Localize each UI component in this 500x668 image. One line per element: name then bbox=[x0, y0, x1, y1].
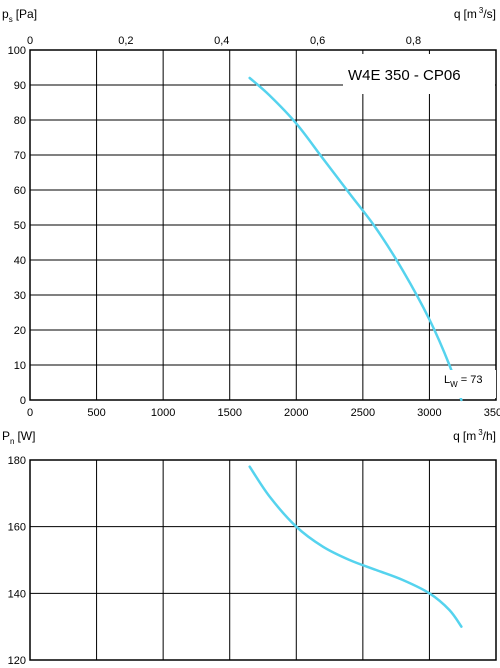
power-y-tick-label: 180 bbox=[8, 455, 26, 467]
power-y-tick-labels: 120 140 160 180 bbox=[8, 455, 26, 667]
pressure-y-tick-label: 80 bbox=[14, 115, 26, 127]
pressure-y-tick-label: 90 bbox=[14, 80, 26, 92]
power-y-unit: [W] bbox=[17, 429, 35, 443]
pressure-grid bbox=[29, 49, 497, 401]
flow-m3s-tick-label: 0 bbox=[27, 35, 33, 47]
power-plot-frame bbox=[29, 459, 497, 661]
power-y-subscript: n bbox=[10, 437, 14, 446]
flow-m3h-tick-label: 3000 bbox=[417, 407, 441, 419]
flow-m3s-tick-label: 0,4 bbox=[214, 35, 229, 47]
flow-m3s-tick-label: 0,6 bbox=[310, 35, 325, 47]
flow-m3h-tick-label: 0 bbox=[27, 407, 33, 419]
pressure-y-tick-label: 60 bbox=[14, 185, 26, 197]
flow-m3s-unit-sup: 3 bbox=[479, 6, 484, 15]
flow-m3s-axis-title: q [m 3/s] bbox=[454, 6, 496, 21]
pressure-plot-frame bbox=[29, 49, 497, 401]
flow-m3h-unit: [m bbox=[463, 429, 476, 443]
pressure-y-tick-labels: 0 10 20 30 40 50 60 70 80 90 100 bbox=[8, 45, 26, 407]
flow-m3h-unit-end: /h] bbox=[483, 429, 496, 443]
flow-m3s-symbol: q bbox=[454, 7, 461, 21]
flow-m3h-tick-label: 1000 bbox=[151, 407, 175, 419]
flow-m3h-tick-label: 500 bbox=[87, 407, 105, 419]
model-label: W4E 350 - CP06 bbox=[348, 67, 461, 84]
power-series-line bbox=[248, 465, 463, 628]
power-y-axis-title: Pn [W] bbox=[2, 429, 35, 446]
pressure-y-tick-label: 100 bbox=[8, 45, 26, 57]
sound-level-value: = 73 bbox=[458, 374, 483, 386]
pressure-y-axis-title: ps [Pa] bbox=[2, 7, 37, 24]
pressure-y-subscript: s bbox=[9, 15, 13, 24]
flow-m3h-tick-label: 2500 bbox=[351, 407, 375, 419]
flow-m3s-tick-label: 0,8 bbox=[406, 35, 421, 47]
pressure-y-tick-label: 20 bbox=[14, 325, 26, 337]
flow-m3s-unit: [m bbox=[464, 7, 477, 21]
power-grid bbox=[29, 459, 497, 661]
sound-level-symbol: L bbox=[444, 374, 450, 386]
power-y-symbol: P bbox=[2, 429, 10, 443]
model-label-box bbox=[343, 54, 495, 94]
flow-m3h-axis-title-top: q [m 3/h] bbox=[453, 428, 496, 443]
flow-m3s-unit-end: /s] bbox=[483, 7, 496, 21]
flow-m3h-tick-label: 1500 bbox=[217, 407, 241, 419]
pressure-series-line bbox=[248, 76, 463, 402]
flow-m3s-tick-label: 0,2 bbox=[118, 35, 133, 47]
power-y-tick-label: 160 bbox=[8, 522, 26, 534]
pressure-y-tick-label: 70 bbox=[14, 150, 26, 162]
power-chart: Pn [W] 120 140 160 180 bbox=[2, 429, 497, 667]
pressure-y-tick-label: 40 bbox=[14, 255, 26, 267]
pressure-y-tick-label: 10 bbox=[14, 360, 26, 372]
flow-m3h-symbol: q bbox=[453, 429, 460, 443]
sound-level-label-box bbox=[440, 370, 496, 398]
pressure-y-tick-label: 0 bbox=[20, 395, 26, 407]
pressure-y-tick-label: 50 bbox=[14, 220, 26, 232]
flow-m3h-unit-sup: 3 bbox=[478, 428, 483, 437]
sound-level-annotation: LW = 73 bbox=[444, 374, 482, 389]
pressure-y-unit: [Pa] bbox=[16, 7, 37, 21]
pressure-y-tick-label: 30 bbox=[14, 290, 26, 302]
flow-m3s-tick-labels: 0 0,2 0,4 0,6 0,8 bbox=[27, 35, 421, 47]
power-y-tick-label: 140 bbox=[8, 588, 26, 600]
pressure-y-symbol: p bbox=[2, 7, 9, 21]
power-y-tick-label: 120 bbox=[8, 655, 26, 667]
sound-level-subscript: W bbox=[450, 380, 458, 389]
flow-m3h-tick-label: 2000 bbox=[284, 407, 308, 419]
